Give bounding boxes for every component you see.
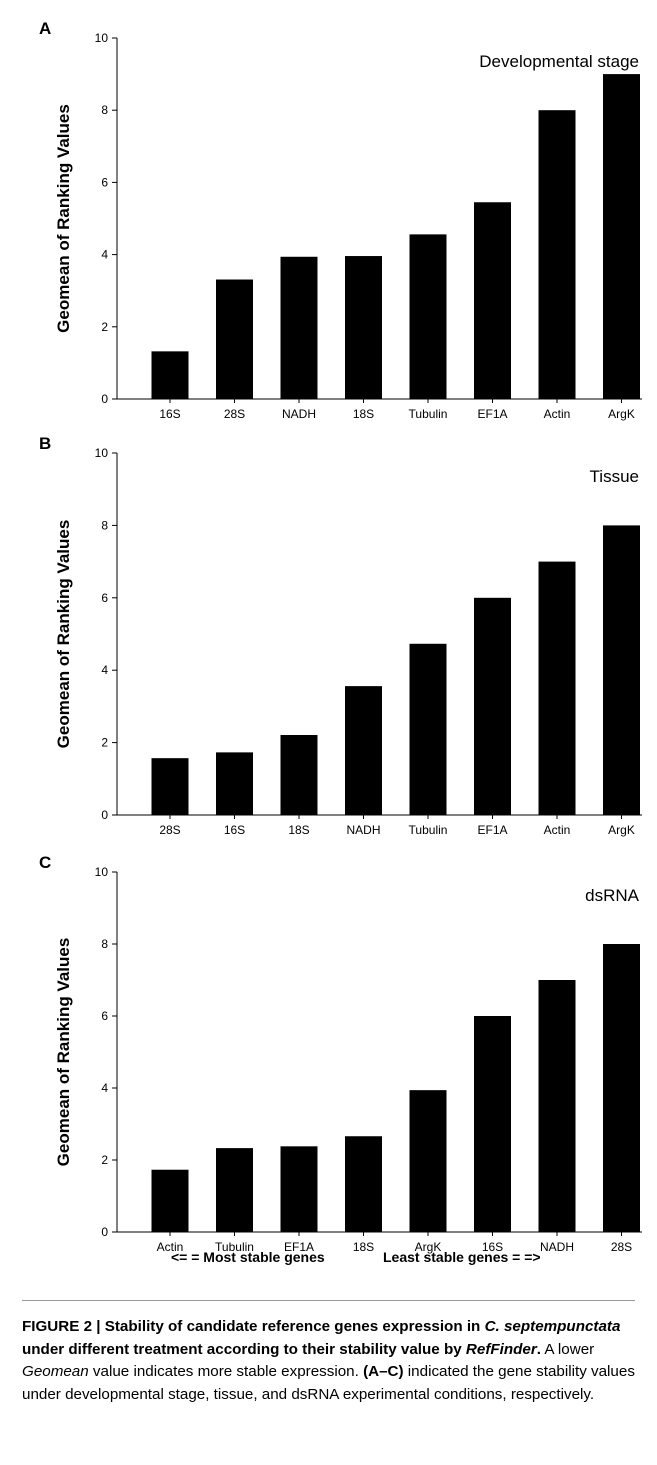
x-tick-label-ef1a: EF1A — [477, 823, 507, 837]
bar-argk — [409, 1090, 447, 1232]
bar-nadh — [280, 256, 318, 399]
y-tick-label: 10 — [95, 31, 109, 45]
figure-chart-panels: 0 2 4 6 8 10 Geomean of Ranking Values A Develop… — [39, 19, 642, 1254]
bar-argk — [603, 525, 640, 815]
most-stable-label: <= = Most stable genes — [171, 1249, 325, 1265]
bar-18s — [345, 1136, 382, 1232]
caption-sentence2: indicated the gene stability values unde… — [22, 1363, 635, 1403]
x-tick-label-28s: 28S — [224, 407, 245, 421]
bar-28s — [603, 944, 640, 1232]
y-tick-label: 6 — [101, 175, 108, 189]
x-tick-label-actin: Actin — [544, 823, 571, 837]
y-tick-label: 4 — [101, 1081, 108, 1095]
x-tick-label-tubulin: Tubulin — [409, 823, 448, 837]
x-tick-label-actin: Actin — [157, 1240, 184, 1254]
bar-actin — [151, 1169, 189, 1232]
caption-species: C. septempunctata — [484, 1318, 621, 1335]
bar-tubulin — [409, 643, 447, 815]
condition-annotation: dsRNA — [585, 886, 640, 905]
bar-ef1a — [474, 202, 511, 399]
bar-nadh — [345, 686, 382, 815]
caption-after-species: under different treatment according to t… — [22, 1340, 466, 1358]
bar-actin — [538, 110, 576, 399]
x-tick-label-18s: 18S — [288, 823, 309, 837]
x-tick-label-28s: 28S — [611, 1240, 632, 1254]
x-tick-label-argk: ArgK — [415, 1240, 442, 1254]
figure-caption: FIGURE 2 | Stability of candidate refere… — [22, 1316, 642, 1406]
x-tick-label-actin: Actin — [544, 407, 571, 421]
x-tick-label-tubulin: Tubulin — [409, 407, 448, 421]
caption-panel-ref: (A–C) — [363, 1363, 404, 1380]
x-tick-label-nadh: NADH — [282, 407, 316, 421]
y-axis-label: Geomean of Ranking Values — [54, 104, 73, 333]
y-axis-label: Geomean of Ranking Values — [54, 938, 73, 1167]
y-tick-label: 2 — [101, 736, 108, 750]
bar-16s — [216, 752, 253, 815]
x-tick-label-tubulin: Tubulin — [215, 1240, 254, 1254]
y-axis-label: Geomean of Ranking Values — [54, 520, 73, 749]
y-tick-label: 6 — [101, 591, 108, 605]
caption-divider — [22, 1300, 635, 1301]
y-tick-label: 8 — [101, 937, 108, 951]
panel-letter: C — [39, 853, 51, 872]
y-tick-label: 6 — [101, 1009, 108, 1023]
x-tick-label-28s: 28S — [159, 823, 180, 837]
panel-letter: A — [39, 19, 51, 38]
bar-28s — [151, 758, 189, 815]
bar-nadh — [538, 980, 576, 1232]
condition-annotation: Tissue — [590, 467, 639, 486]
least-stable-label: Least stable genes = => — [383, 1249, 541, 1265]
panel-letter: B — [39, 434, 51, 453]
bar-16s — [474, 1016, 511, 1232]
chart-panel-a: 0 2 4 6 8 10 Geomean of Ranking Values A Develop… — [39, 19, 642, 421]
bar-18s — [345, 256, 382, 399]
caption-title-end: . — [536, 1340, 542, 1358]
condition-annotation: Developmental stage — [479, 52, 639, 71]
bar-ef1a — [474, 597, 511, 815]
y-tick-label: 2 — [101, 320, 108, 334]
x-tick-label-18s: 18S — [353, 1240, 374, 1254]
bar-ef1a — [280, 1146, 318, 1232]
bar-tubulin — [409, 234, 447, 399]
x-tick-label-ef1a: EF1A — [477, 407, 507, 421]
bar-argk — [603, 74, 640, 399]
x-tick-label-argk: ArgK — [608, 823, 635, 837]
bar-16s — [151, 351, 189, 399]
y-tick-label: 10 — [95, 865, 109, 879]
caption-geomean: Geomean — [22, 1363, 89, 1380]
caption-sentence1-b: value indicates more stable expression. — [88, 1363, 364, 1380]
bar-18s — [280, 734, 318, 815]
x-tick-label-ef1a: EF1A — [284, 1240, 314, 1254]
bar-28s — [216, 279, 253, 399]
y-tick-label: 8 — [101, 103, 108, 117]
x-tick-label-16s: 16S — [159, 407, 180, 421]
x-tick-label-nadh: NADH — [540, 1240, 574, 1254]
stability-direction-labels: <= = Most stable genes Least stable gene… — [0, 1249, 657, 1273]
y-tick-label: 10 — [95, 446, 109, 460]
chart-panel-b: 0 2 4 6 8 10 Geomean of Ranking Values B Tissue 2… — [39, 434, 642, 837]
y-tick-label: 4 — [101, 663, 108, 677]
x-tick-label-argk: ArgK — [608, 407, 635, 421]
x-tick-label-16s: 16S — [224, 823, 245, 837]
y-tick-label: 0 — [101, 392, 108, 406]
bar-actin — [538, 561, 576, 815]
caption-tool: RefFinder — [465, 1340, 537, 1358]
y-tick-label: 8 — [101, 518, 108, 532]
y-tick-label: 4 — [101, 248, 108, 262]
y-tick-label: 2 — [101, 1153, 108, 1167]
x-tick-label-16s: 16S — [482, 1240, 503, 1254]
caption-label: FIGURE 2 | Stability of candidate refere… — [22, 1318, 481, 1335]
x-tick-label-nadh: NADH — [346, 823, 380, 837]
y-tick-label: 0 — [101, 1225, 108, 1239]
x-tick-label-18s: 18S — [353, 407, 374, 421]
caption-sentence1-a: A lower — [541, 1340, 595, 1358]
y-tick-label: 0 — [101, 808, 108, 822]
bar-tubulin — [216, 1148, 253, 1232]
